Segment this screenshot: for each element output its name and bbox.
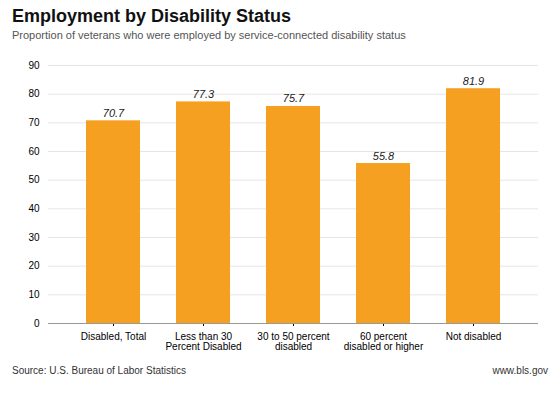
svg-text:90: 90 <box>28 60 40 71</box>
svg-text:80: 80 <box>28 88 40 99</box>
svg-text:0: 0 <box>34 318 40 329</box>
svg-text:10: 10 <box>28 289 40 300</box>
svg-text:Not disabled: Not disabled <box>446 331 502 342</box>
html-text:Employment by Disability Statu: Employment by Disability Status <box>12 6 292 26</box>
html-text:Source: U.S. Bureau of Labor S: Source: U.S. Bureau of Labor Statistics <box>12 365 186 376</box>
svg-text:Disabled, Total: Disabled, Total <box>81 331 146 342</box>
svg-text:70.7: 70.7 <box>103 107 125 119</box>
svg-text:50: 50 <box>28 174 40 185</box>
svg-text:40: 40 <box>28 203 40 214</box>
svg-text:30 to 50 percentdisabled: 30 to 50 percentdisabled <box>257 331 329 352</box>
svg-text:77.3: 77.3 <box>193 88 215 100</box>
svg-text:30: 30 <box>28 232 40 243</box>
svg-text:81.9: 81.9 <box>463 75 484 87</box>
svg-text:60 percentdisabled or higher: 60 percentdisabled or higher <box>344 331 424 352</box>
svg-text:Less than 30Percent Disabled: Less than 30Percent Disabled <box>165 331 241 352</box>
svg-text:75.7: 75.7 <box>283 92 305 104</box>
svg-text:55.8: 55.8 <box>373 150 395 162</box>
svg-text:20: 20 <box>28 260 40 271</box>
svg-text:60: 60 <box>28 146 40 157</box>
svg-text:70: 70 <box>28 117 40 128</box>
html-text:Proportion of veterans who wer: Proportion of veterans who were employed… <box>12 29 406 41</box>
html-text:www.bls.gov: www.bls.gov <box>492 365 548 376</box>
